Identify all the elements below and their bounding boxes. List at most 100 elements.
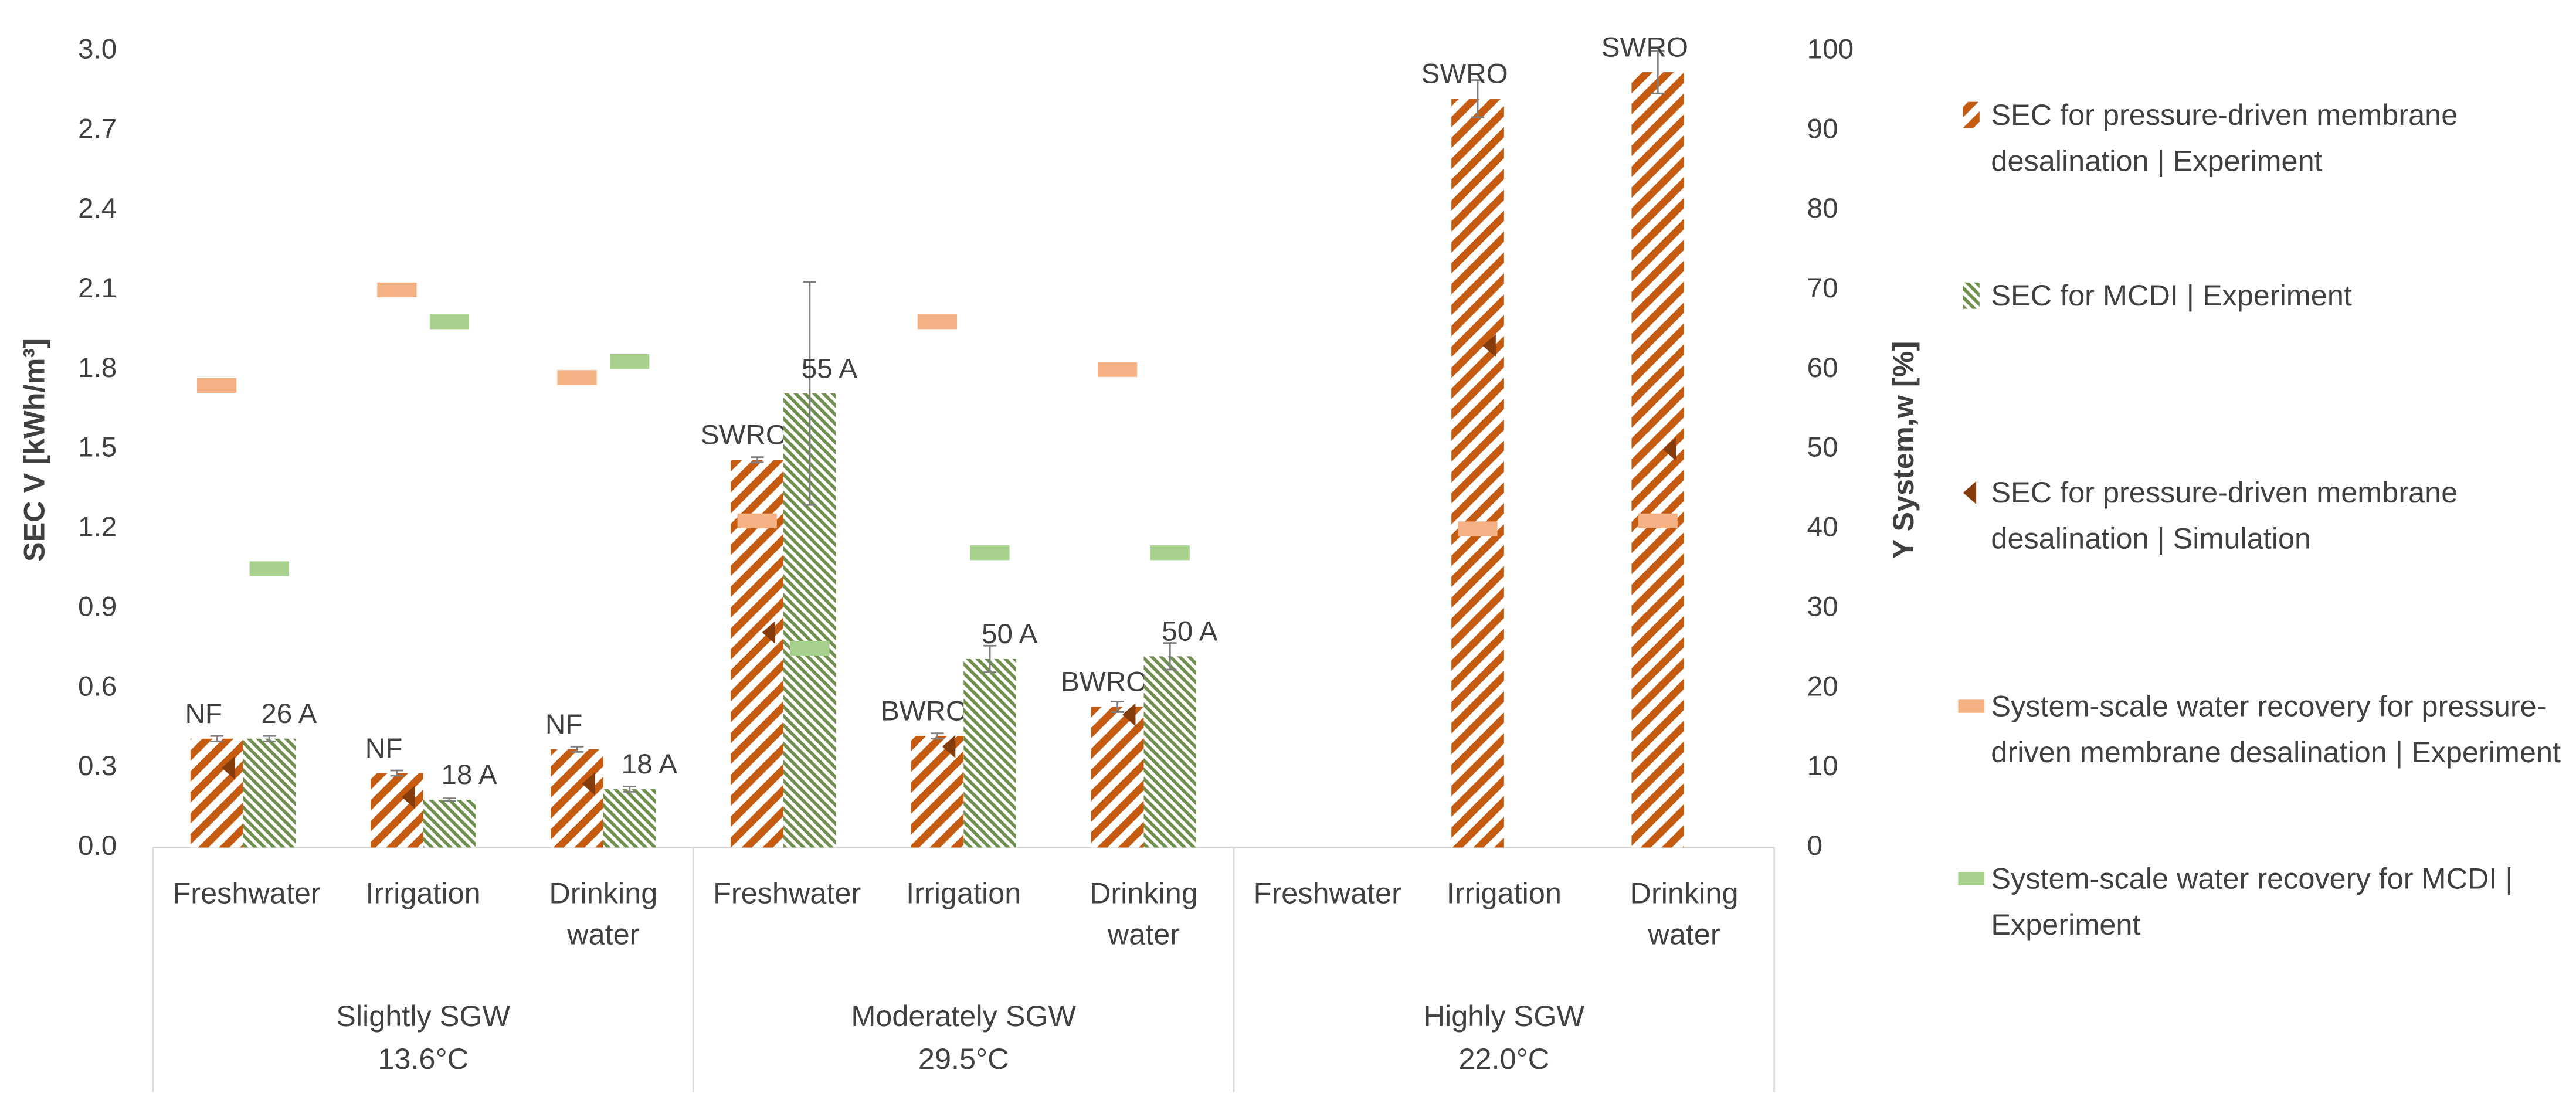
y2-tick-label: 30 <box>1807 591 1838 622</box>
recovery-marker <box>737 513 777 529</box>
recovery-marker <box>1638 513 1678 529</box>
simulation-marker <box>762 620 776 644</box>
legend-label: SEC for MCDI | Experiment <box>1991 279 2352 313</box>
recovery-marker <box>790 641 830 656</box>
y-tick-label: 0.9 <box>78 591 117 622</box>
legend-swatch <box>1958 872 1985 885</box>
group-label: Highly SGW <box>1424 999 1585 1033</box>
bar <box>1451 99 1504 848</box>
bar-label: NF <box>185 698 222 729</box>
y-axis-title: SEC V [kWh/m³] <box>17 338 50 562</box>
x-tick-label: Irrigation <box>365 877 481 910</box>
y2-tick-label: 70 <box>1807 273 1838 304</box>
legend-swatch <box>1963 101 1980 128</box>
legend-label: SEC for pressure-driven membrane desalin… <box>1991 99 2458 178</box>
bar-label: SWRO <box>701 420 788 451</box>
recovery-marker <box>970 545 1010 561</box>
recovery-marker <box>917 314 958 330</box>
bar-label: 18 A <box>441 759 497 790</box>
recovery-marker <box>429 314 470 330</box>
x-tick-label-box: Irrigation <box>906 877 1021 910</box>
y-tick-label: 1.2 <box>78 512 117 543</box>
y2-tick-label: 100 <box>1807 33 1854 64</box>
simulation-marker <box>1662 437 1676 461</box>
group-label: Moderately SGW <box>851 999 1076 1033</box>
recovery-marker <box>197 378 237 393</box>
bar-label: NF <box>365 733 402 764</box>
bar-label: BWRO <box>881 696 968 727</box>
x-tick-label: Freshwater <box>1253 877 1401 910</box>
legend-label-box: SEC for pressure-driven membrane desalin… <box>1991 476 2458 555</box>
bar-label: 50 A <box>1162 616 1218 647</box>
bar-label: 55 A <box>802 353 858 384</box>
bar <box>423 799 476 848</box>
recovery-marker <box>557 370 597 385</box>
legend-label: System-scale water recovery for pressure… <box>1991 690 2561 769</box>
y-tick-label: 0.0 <box>78 830 117 861</box>
simulation-marker <box>402 785 415 809</box>
y-tick-label: 0.3 <box>78 751 117 782</box>
y2-tick-label: 40 <box>1807 512 1838 543</box>
x-tick-label-box: Irrigation <box>365 877 481 910</box>
recovery-marker <box>1098 362 1138 377</box>
recovery-marker <box>1458 521 1498 536</box>
group-temp: 29.5°C <box>918 1042 1009 1075</box>
bar-label: SWRO <box>1601 32 1688 63</box>
x-tick-label-box: Freshwater <box>713 877 861 910</box>
x-tick-label-box: Freshwater <box>1253 877 1401 910</box>
legend-label-box: SEC for MCDI | Experiment <box>1991 279 2352 313</box>
bar <box>1091 707 1144 848</box>
recovery-marker <box>610 354 650 369</box>
y2-tick-label: 0 <box>1807 830 1822 861</box>
x-tick-label: Freshwater <box>172 877 321 910</box>
legend-swatch <box>1958 699 1985 713</box>
bar-label: 50 A <box>982 619 1038 650</box>
x-tick-label: Irrigation <box>1446 877 1562 910</box>
bar <box>190 738 243 848</box>
recovery-marker <box>377 282 417 298</box>
simulation-marker <box>222 756 235 780</box>
bar-label: 18 A <box>622 749 678 780</box>
y-tick-label: 0.6 <box>78 671 117 702</box>
y-tick-label: 1.8 <box>78 352 117 383</box>
legend-label-box: SEC for pressure-driven membrane desalin… <box>1991 99 2458 178</box>
y2-tick-label: 10 <box>1807 751 1838 782</box>
recovery-marker <box>249 561 289 576</box>
simulation-marker <box>582 772 595 796</box>
x-tick-label: Irrigation <box>906 877 1021 910</box>
y2-tick-label: 60 <box>1807 352 1838 383</box>
y2-tick-label: 80 <box>1807 193 1838 224</box>
x-tick-label: Drinking water <box>549 877 658 951</box>
y-tick-label: 2.1 <box>78 273 117 304</box>
legend-swatch <box>1963 282 1980 309</box>
bar <box>963 658 1016 848</box>
y2-tick-label: 90 <box>1807 113 1838 144</box>
y2-axis-title: Y System,w [%] <box>1886 341 1920 559</box>
bar <box>911 736 964 848</box>
y-tick-label: 2.4 <box>78 193 117 224</box>
bar-label: NF <box>545 709 582 740</box>
bar <box>1143 656 1197 848</box>
bar <box>603 789 656 848</box>
y-tick-label: 3.0 <box>78 33 117 64</box>
x-tick-label-box: Freshwater <box>172 877 321 910</box>
group-temp: 22.0°C <box>1459 1042 1550 1075</box>
legend-label-box: System-scale water recovery for pressure… <box>1991 690 2561 769</box>
y-tick-label: 2.7 <box>78 113 117 144</box>
x-tick-label: Freshwater <box>713 877 861 910</box>
simulation-marker <box>1122 703 1136 726</box>
simulation-marker <box>942 735 956 758</box>
group-temp: 13.6°C <box>378 1042 469 1075</box>
x-tick-label-box: Drinking water <box>1089 877 1198 951</box>
legend-swatch <box>1963 481 1977 504</box>
bar-label: BWRO <box>1061 667 1148 698</box>
recovery-marker <box>1150 545 1190 561</box>
group-label: Slightly SGW <box>336 999 510 1033</box>
x-tick-label: Drinking water <box>1630 877 1739 951</box>
bar <box>551 749 603 848</box>
x-tick-label: Drinking water <box>1089 877 1198 951</box>
bar <box>371 773 423 848</box>
x-tick-label-box: Drinking water <box>549 877 658 951</box>
bar-label: SWRO <box>1421 59 1508 90</box>
